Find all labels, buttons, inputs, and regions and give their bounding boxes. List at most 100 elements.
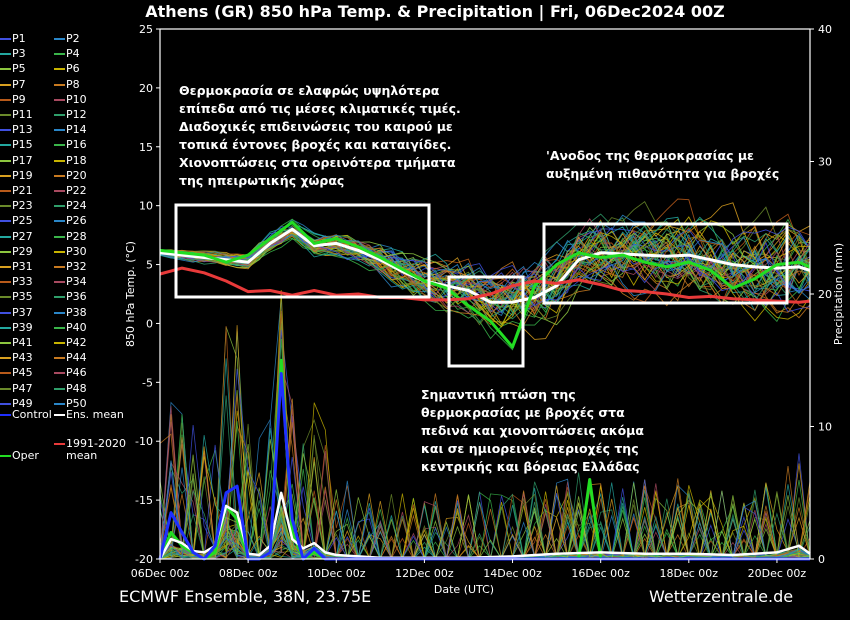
legend-swatch bbox=[54, 296, 65, 299]
x-tick-label: 06Dec 00z bbox=[131, 567, 190, 580]
y-left-tick-label: 5 bbox=[146, 259, 153, 272]
legend-swatch bbox=[54, 205, 65, 208]
legend-swatch bbox=[0, 159, 11, 162]
y-left-tick-label: -15 bbox=[135, 494, 153, 507]
legend-label: P41 bbox=[12, 336, 33, 349]
legend-swatch bbox=[54, 387, 65, 390]
legend-label: P2 bbox=[66, 32, 80, 45]
legend-item-member: P15 bbox=[0, 139, 33, 151]
legend-item-member: P2 bbox=[54, 33, 80, 45]
legend-label: P7 bbox=[12, 77, 26, 91]
legend-swatch bbox=[0, 68, 11, 71]
legend-swatch bbox=[0, 83, 11, 86]
legend-item-member: P11 bbox=[0, 109, 33, 121]
legend-swatch bbox=[0, 144, 11, 147]
legend-swatch bbox=[0, 220, 11, 223]
legend-item-member: P14 bbox=[54, 124, 87, 136]
legend-label: P15 bbox=[12, 138, 33, 152]
legend-swatch bbox=[0, 402, 11, 405]
legend-label: P27 bbox=[12, 229, 33, 243]
footer-source: Wetterzentrale.de bbox=[649, 587, 794, 606]
legend-item-member: P38 bbox=[54, 306, 87, 319]
legend-label: P9 bbox=[12, 92, 26, 106]
legend-label: P46 bbox=[66, 366, 87, 380]
y-right-tick-label: 0 bbox=[818, 553, 825, 566]
x-tick-label: 14Dec 00z bbox=[483, 567, 542, 580]
legend-item-member: P12 bbox=[54, 109, 87, 121]
legend-label: Ens. mean bbox=[66, 408, 124, 421]
legend-label: P31 bbox=[12, 260, 33, 273]
legend-swatch bbox=[54, 326, 65, 329]
series-1991-2020-mean bbox=[159, 266, 811, 304]
legend-swatch bbox=[0, 38, 11, 40]
legend-item-member: P35 bbox=[0, 291, 33, 303]
legend-swatch bbox=[54, 220, 65, 223]
legend-label: P13 bbox=[12, 123, 33, 137]
legend-swatch bbox=[0, 53, 11, 56]
legend-item-member: P49 bbox=[0, 397, 33, 410]
legend-item-member: P8 bbox=[54, 77, 80, 91]
legend-label: Control bbox=[12, 408, 52, 421]
legend-swatch bbox=[0, 281, 11, 284]
legend-item-member: P1 bbox=[0, 33, 26, 45]
legend-swatch bbox=[0, 455, 11, 457]
legend-item-member: P50 bbox=[54, 396, 87, 410]
footer-model-info: ECMWF Ensemble, 38N, 23.75E bbox=[119, 587, 372, 606]
legend-swatch bbox=[0, 114, 11, 116]
legend-swatch bbox=[54, 114, 65, 116]
legend-swatch bbox=[54, 98, 65, 101]
legend-swatch bbox=[0, 387, 11, 390]
legend-swatch bbox=[0, 326, 11, 329]
legend-swatch bbox=[54, 443, 65, 445]
y-left-tick-label: -10 bbox=[135, 435, 153, 448]
legend-swatch bbox=[0, 190, 11, 192]
legend-item-member: P16 bbox=[54, 139, 87, 151]
legend-item-member: P27 bbox=[0, 229, 33, 243]
legend-swatch bbox=[0, 205, 11, 208]
y-axis-left-label: 850 hPa Temp. (°C) bbox=[124, 241, 137, 347]
legend-item-member: P28 bbox=[54, 230, 87, 243]
legend-label: P34 bbox=[66, 275, 87, 289]
legend-label: P37 bbox=[12, 305, 33, 319]
x-tick-label: 10Dec 00z bbox=[307, 567, 366, 580]
legend-label: Oper bbox=[12, 449, 39, 462]
legend-label: P21 bbox=[12, 184, 33, 197]
legend-item-member: P46 bbox=[54, 367, 87, 379]
legend-item-member: P5 bbox=[0, 63, 26, 75]
y-right-tick-label: 20 bbox=[818, 288, 832, 301]
chart-title: Athens (GR) 850 hPa Temp. & Precipitatio… bbox=[145, 2, 724, 22]
legend-swatch bbox=[0, 174, 11, 177]
legend-label: P50 bbox=[66, 396, 87, 410]
legend-item-member: P45 bbox=[0, 367, 33, 379]
legend-label: P19 bbox=[12, 168, 33, 182]
legend-item-member: P7 bbox=[0, 77, 26, 91]
legend-item-member: P3 bbox=[0, 48, 26, 60]
legend-item-oper: Oper bbox=[0, 450, 39, 462]
legend-label: P1 bbox=[12, 32, 26, 45]
legend-label: P43 bbox=[12, 351, 33, 365]
legend-item-member: P34 bbox=[54, 276, 87, 288]
annotation-warming: 'Ανοδος της θερμοκρασίας με αυξημένη πιθ… bbox=[546, 148, 780, 181]
y-left-tick-label: 10 bbox=[139, 200, 153, 213]
legend-item-member: P4 bbox=[54, 48, 80, 60]
legend-label: P45 bbox=[12, 366, 33, 380]
y-left-tick-label: 20 bbox=[139, 82, 153, 95]
legend-item-member: P30 bbox=[54, 245, 87, 258]
legend-item-member: P29 bbox=[0, 245, 33, 258]
legend-swatch bbox=[54, 311, 65, 314]
legend-swatch bbox=[54, 402, 65, 405]
legend-item-member: P48 bbox=[54, 382, 87, 395]
legend-item-member: P17 bbox=[0, 154, 33, 167]
legend-swatch bbox=[54, 159, 65, 162]
legend-swatch bbox=[0, 250, 11, 253]
legend-label: P32 bbox=[66, 260, 87, 273]
legend-label: P3 bbox=[12, 47, 26, 61]
ensemble-member-line bbox=[159, 227, 811, 310]
highlight-box-rise bbox=[542, 222, 789, 305]
legend-swatch bbox=[54, 174, 65, 177]
legend-label: P36 bbox=[66, 290, 87, 304]
legend-swatch bbox=[0, 342, 11, 344]
legend-label: P8 bbox=[66, 77, 80, 91]
y-left-tick-label: 0 bbox=[146, 317, 153, 330]
legend-item-member: P20 bbox=[54, 169, 87, 182]
